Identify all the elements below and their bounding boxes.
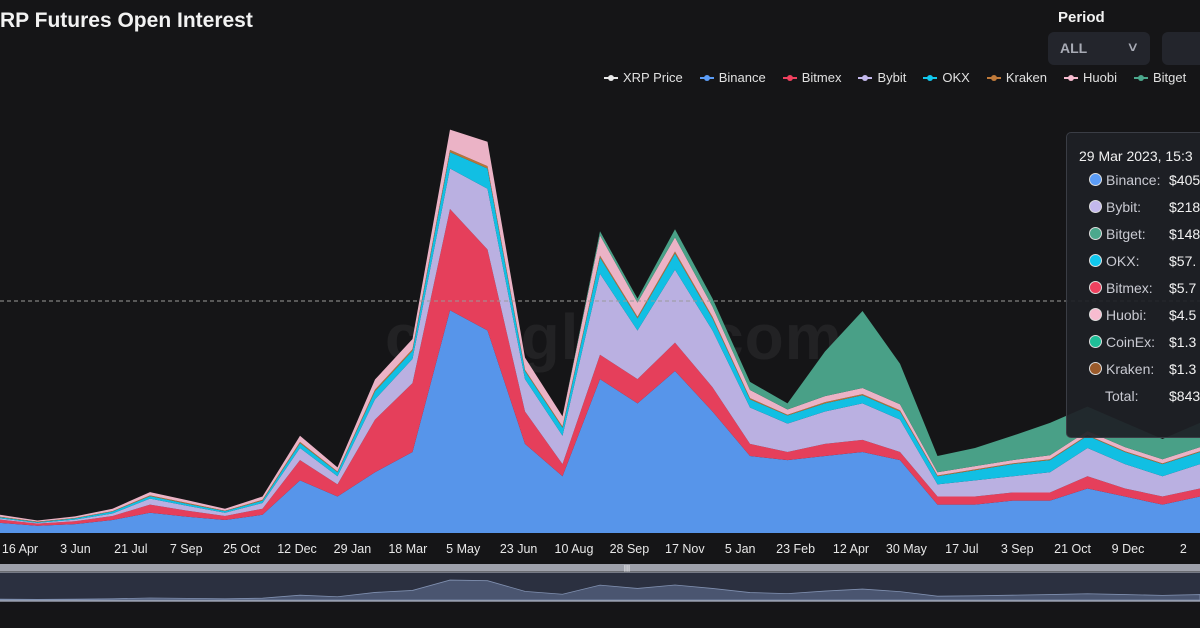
page-title: XRP Futures Open Interest xyxy=(0,9,253,32)
series-dot-icon xyxy=(1089,227,1102,240)
area-series-bitmex xyxy=(0,209,1200,526)
legend-item-okx[interactable]: OKX xyxy=(923,70,970,85)
navigator-series xyxy=(0,579,1200,601)
tooltip-row: Huobi: $4.5 xyxy=(1089,307,1196,323)
legend-marker-icon xyxy=(699,74,714,81)
x-tick-label: 29 Jan xyxy=(333,542,372,556)
legend-label: Bitmex xyxy=(801,70,842,85)
chart-legend: XRP Price Binance Bitmex Bybit OKX Kraken Huob… xyxy=(604,70,1186,85)
period-value: ALL xyxy=(1060,40,1088,56)
x-tick-label: 17 Nov xyxy=(664,542,705,556)
x-tick-label: 3 Jun xyxy=(60,542,91,556)
tooltip-row: OKX: $57. xyxy=(1089,253,1196,269)
legend-item-xrp-price[interactable]: XRP Price xyxy=(604,70,683,85)
x-tick-label: 7 Sep xyxy=(169,542,203,556)
tooltip-row: Bitget: $148 xyxy=(1089,226,1200,242)
tooltip-series-name: Bitget: xyxy=(1106,226,1146,242)
legend-item-kraken[interactable]: Kraken xyxy=(986,70,1048,85)
tooltip-total-label: Total: xyxy=(1105,388,1139,404)
tooltip-series-value: $4.5 xyxy=(1169,307,1197,323)
navigator-scrollbar[interactable] xyxy=(0,564,1200,571)
tooltip-series-value: $1.3 xyxy=(1169,334,1197,350)
x-axis: 16 Apr 3 Jun 21 Jul 7 Sep 25 Oct 12 Dec 29 Jan… xyxy=(0,534,1200,564)
tooltip-total-value: $843 xyxy=(1169,388,1200,404)
tooltip-total: Total: $843 xyxy=(1105,388,1200,404)
x-tick-label: 18 Mar xyxy=(388,542,428,556)
series-dot-icon xyxy=(1089,254,1102,267)
tooltip-series-name: Bitmex: xyxy=(1106,280,1153,296)
period-label: Period xyxy=(1058,9,1105,26)
x-tick-label: 12 Dec xyxy=(277,542,317,556)
tooltip: 29 Mar 2023, 15:3 Binance: $405 Bybit: $218… xyxy=(1066,132,1200,438)
tooltip-row: Bitmex: $5.7 xyxy=(1089,280,1196,296)
x-tick-label: 2 xyxy=(1179,542,1187,556)
x-tick-label: 9 Dec xyxy=(1111,542,1145,556)
tooltip-series-name: Huobi: xyxy=(1106,307,1147,323)
tooltip-row: CoinEx: $1.3 xyxy=(1089,334,1196,350)
x-tick-label: 30 May xyxy=(885,542,927,556)
tooltip-series-name: Binance: xyxy=(1106,172,1161,188)
legend-label: XRP Price xyxy=(623,70,683,85)
tooltip-series-value: $5.7 xyxy=(1169,280,1197,296)
legend-marker-icon xyxy=(1134,74,1148,81)
x-tick-label: 5 Jan xyxy=(724,542,756,556)
x-tick-label: 12 Apr xyxy=(832,542,870,556)
legend-label: Kraken xyxy=(1005,70,1048,85)
legend-marker-icon xyxy=(986,74,1001,81)
tooltip-series-value: $1.3 xyxy=(1169,361,1197,377)
tooltip-series-value: $57. xyxy=(1169,253,1197,269)
tooltip-series-value: $218 xyxy=(1169,199,1200,215)
legend-label: Huobi xyxy=(1083,70,1117,85)
legend-item-binance[interactable]: Binance xyxy=(699,70,766,85)
x-tick-label: 10 Aug xyxy=(554,542,594,556)
tooltip-row: Kraken: $1.3 xyxy=(1089,361,1196,377)
legend-label: OKX xyxy=(942,70,970,85)
legend-item-huobi[interactable]: Huobi xyxy=(1064,70,1117,85)
tooltip-row: Binance: $405 xyxy=(1089,172,1200,188)
x-tick-label: 23 Feb xyxy=(776,542,816,556)
x-tick-label: 21 Oct xyxy=(1054,542,1092,556)
secondary-select[interactable] xyxy=(1162,32,1200,65)
period-select[interactable]: ALL ∨ xyxy=(1048,32,1150,65)
tooltip-series-value: $148 xyxy=(1169,226,1200,242)
tooltip-date: 29 Mar 2023, 15:3 xyxy=(1079,148,1193,164)
legend-marker-icon xyxy=(858,74,873,81)
series-dot-icon xyxy=(1089,308,1102,321)
legend-item-bitget[interactable]: Bitget xyxy=(1134,70,1186,85)
series-dot-icon xyxy=(1089,362,1102,375)
series-dot-icon xyxy=(1089,200,1102,213)
legend-marker-icon xyxy=(1064,74,1079,81)
legend-marker-icon xyxy=(604,74,618,81)
x-tick-label: 5 May xyxy=(446,542,481,556)
legend-marker-icon xyxy=(782,74,797,81)
tooltip-series-name: CoinEx: xyxy=(1106,334,1156,350)
legend-label: Binance xyxy=(718,70,766,85)
x-tick-label: 3 Sep xyxy=(1000,542,1034,556)
tooltip-row: Bybit: $218 xyxy=(1089,199,1200,215)
x-tick-label: 23 Jun xyxy=(499,542,538,556)
tooltip-series-value: $405 xyxy=(1169,172,1200,188)
x-tick-label: 25 Oct xyxy=(223,542,261,556)
navigator-handle-icon[interactable]: ||| xyxy=(624,564,630,573)
area-series-bybit xyxy=(0,168,1200,524)
tooltip-series-name: Bybit: xyxy=(1106,199,1142,215)
tooltip-series-name: OKX: xyxy=(1106,253,1140,269)
x-tick-label: 21 Jul xyxy=(114,542,148,556)
legend-item-bitmex[interactable]: Bitmex xyxy=(782,70,842,85)
area-series-binance xyxy=(0,310,1200,533)
series-dot-icon xyxy=(1089,173,1102,186)
chevron-down-icon: ∨ xyxy=(1126,39,1140,54)
legend-marker-icon xyxy=(923,74,938,81)
legend-label: Bybit xyxy=(877,70,907,85)
x-tick-label: 28 Sep xyxy=(609,542,650,556)
x-tick-label: 17 Jul xyxy=(945,542,979,556)
legend-item-bybit[interactable]: Bybit xyxy=(858,70,906,85)
legend-label: Bitget xyxy=(1153,70,1187,85)
x-tick-label: 16 Apr xyxy=(1,542,39,556)
series-dot-icon xyxy=(1089,335,1102,348)
series-dot-icon xyxy=(1089,281,1102,294)
tooltip-series-name: Kraken: xyxy=(1106,361,1155,377)
